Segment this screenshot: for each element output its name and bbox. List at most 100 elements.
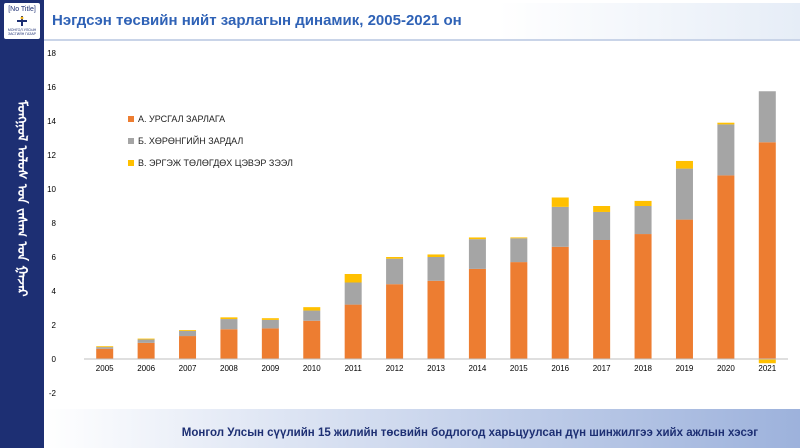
bar-segment xyxy=(675,160,693,169)
soyombo-icon xyxy=(17,16,27,26)
bar-segment xyxy=(758,91,776,143)
bar-segment xyxy=(634,234,652,359)
bar-segment xyxy=(468,268,486,359)
y-tick-label: 8 xyxy=(52,219,57,228)
bars-group xyxy=(96,91,776,364)
bar-segment xyxy=(96,346,114,348)
legend-item: Б. ХӨРӨНГИЙН ЗАРДАЛ xyxy=(128,135,243,146)
bar-segment xyxy=(344,274,362,283)
bar-segment xyxy=(261,328,279,359)
bar-segment xyxy=(386,284,404,359)
bar-segment xyxy=(758,142,776,359)
bar-segment xyxy=(468,239,486,269)
y-tick-label: 18 xyxy=(47,49,56,58)
y-tick-label: 12 xyxy=(47,151,56,160)
bar-segment xyxy=(344,304,362,359)
y-tick-label: 2 xyxy=(52,321,57,330)
y-tick-label: 0 xyxy=(52,355,57,364)
bar-segment xyxy=(220,329,238,359)
y-tick-label: -2 xyxy=(49,389,57,398)
footer-text: Монгол Улсын сүүлийн 15 жилийн төсвийн б… xyxy=(181,427,758,439)
x-axis: 2005 2006 2007 2008 2009 2010 2011 2012 2013 2014… xyxy=(96,364,777,373)
x-tick-label: 2006 xyxy=(137,364,155,373)
bar-segment xyxy=(675,168,693,220)
bar-segment xyxy=(96,348,114,359)
logo-subtitle: МОНГОЛ УЛСЫН ЗАСГИЙН ГАЗАР xyxy=(7,28,37,36)
bar-segment xyxy=(344,282,362,305)
y-axis: -2 0 2 4 6 8 10 12 14 16 18 xyxy=(47,49,56,398)
bar-segment xyxy=(551,197,569,207)
bar-segment xyxy=(551,206,569,247)
bar-segment xyxy=(593,206,611,212)
bar-segment xyxy=(717,124,735,176)
bar-segment xyxy=(593,240,611,359)
bar-segment xyxy=(510,238,528,263)
mongolian-vertical-text: ᠮᠣᠩᠭᠣᠯ ᠤᠯᠤᠰ ᠤᠨ ᠵᠠᠰᠠᠭ ᠤᠨ ᠭᠠᠵᠠᠷ xyxy=(14,100,30,297)
title-bar: Нэгдсэн төсвийн нийт зарлагын динамик, 2… xyxy=(44,3,800,39)
bar-segment xyxy=(137,339,155,343)
y-tick-label: 10 xyxy=(47,185,56,194)
x-tick-label: 2015 xyxy=(510,364,528,373)
title-divider xyxy=(44,39,800,41)
bar-segment xyxy=(427,254,445,257)
bar-segment xyxy=(510,262,528,359)
x-tick-label: 2011 xyxy=(345,364,363,373)
bar-segment xyxy=(303,320,321,359)
bar-segment xyxy=(427,257,445,281)
y-tick-label: 14 xyxy=(47,117,56,126)
bar-segment xyxy=(634,206,652,235)
legend-label: А. УРСГАЛ ЗАРЛАГА xyxy=(138,114,225,124)
logo-label: [No Title] xyxy=(8,6,36,13)
x-tick-label: 2018 xyxy=(634,364,652,373)
bar-segment xyxy=(510,237,528,239)
bar-segment xyxy=(634,200,652,206)
x-tick-label: 2014 xyxy=(469,364,487,373)
chart-area: -2 0 2 4 6 8 10 12 14 16 18 2005 2006 2007 2008 2009 20… xyxy=(44,41,800,409)
bar-segment xyxy=(758,359,776,364)
x-tick-label: 2021 xyxy=(758,364,776,373)
x-tick-label: 2019 xyxy=(676,364,694,373)
x-tick-label: 2009 xyxy=(261,364,279,373)
mongolian-script-text: ᠮᠣᠩᠭᠣᠯ ᠤᠯᠤᠰ ᠤᠨ ᠵᠠᠰᠠᠭ ᠤᠨ ᠭᠠᠵᠠᠷ xyxy=(14,100,30,297)
footer-bar: Монгол Улсын сүүлийн 15 жилийн төсвийн б… xyxy=(44,409,800,448)
y-tick-label: 16 xyxy=(47,83,56,92)
legend: А. УРСГАЛ ЗАРЛАГА Б. ХӨРӨНГИЙН ЗАРДАЛ В. Э… xyxy=(128,114,293,168)
x-tick-label: 2012 xyxy=(386,364,404,373)
bar-segment xyxy=(261,319,279,329)
legend-item: В. ЭРГЭЖ ТӨЛӨГДӨХ ЦЭВЭР ЗЭЭЛ xyxy=(128,158,293,168)
page-title: Нэгдсэн төсвийн нийт зарлагын динамик, 2… xyxy=(52,12,462,29)
x-tick-label: 2020 xyxy=(717,364,735,373)
bar-segment xyxy=(179,330,197,337)
bar-segment xyxy=(137,342,155,359)
bar-segment xyxy=(303,310,321,321)
bar-segment xyxy=(220,317,238,320)
x-tick-label: 2007 xyxy=(179,364,197,373)
x-tick-label: 2017 xyxy=(593,364,611,373)
bar-segment xyxy=(386,257,404,259)
bar-segment xyxy=(96,347,114,349)
x-tick-label: 2005 xyxy=(96,364,114,373)
y-tick-label: 6 xyxy=(52,253,57,262)
bar-segment xyxy=(593,211,611,240)
bar-segment xyxy=(137,338,155,340)
bar-segment xyxy=(261,318,279,320)
bar-segment xyxy=(427,280,445,359)
x-tick-label: 2016 xyxy=(551,364,569,373)
bar-segment xyxy=(717,175,735,359)
bar-segment xyxy=(220,319,238,330)
x-tick-label: 2008 xyxy=(220,364,238,373)
bar-segment xyxy=(179,336,197,359)
legend-swatch xyxy=(128,138,134,144)
legend-swatch xyxy=(128,116,134,122)
x-tick-label: 2010 xyxy=(303,364,321,373)
bar-segment xyxy=(303,307,321,311)
government-logo: [No Title] МОНГОЛ УЛСЫН ЗАСГИЙН ГАЗАР xyxy=(4,3,40,39)
bar-segment xyxy=(386,258,404,285)
x-tick-label: 2013 xyxy=(427,364,445,373)
bar-segment xyxy=(179,330,197,331)
sidebar: [No Title] МОНГОЛ УЛСЫН ЗАСГИЙН ГАЗАР ᠮᠣ… xyxy=(0,0,44,448)
bar-segment xyxy=(468,237,486,240)
legend-label: В. ЭРГЭЖ ТӨЛӨГДӨХ ЦЭВЭР ЗЭЭЛ xyxy=(138,158,293,168)
legend-item: А. УРСГАЛ ЗАРЛАГА xyxy=(128,114,225,124)
